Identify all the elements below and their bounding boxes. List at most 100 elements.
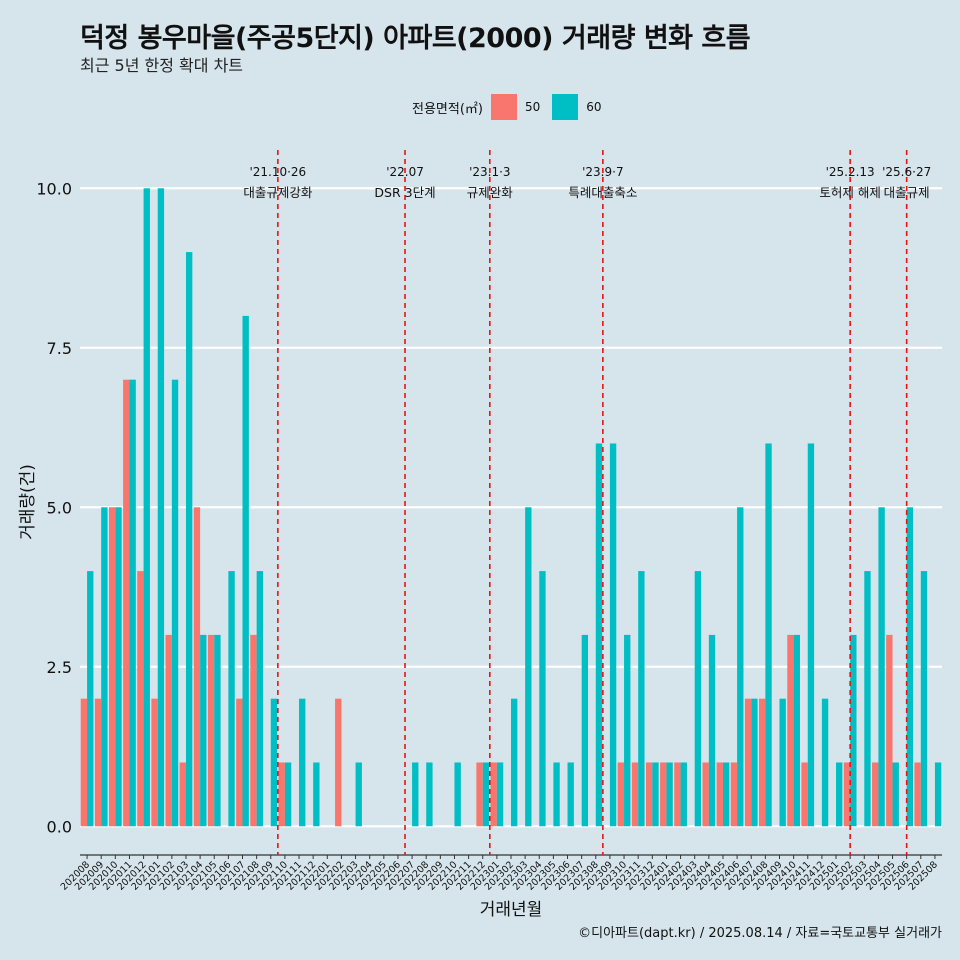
bar-50-202212	[476, 762, 483, 827]
bar-50-202011	[123, 379, 130, 827]
bar-60-202212	[482, 762, 490, 827]
bar-60-202103	[185, 252, 193, 827]
bar-60-202410	[793, 634, 800, 827]
bar-60-202406	[737, 507, 744, 827]
bar-60-202304	[539, 571, 546, 827]
bar-50-202411	[801, 762, 808, 827]
bar-60-202409	[779, 698, 786, 827]
y-tick-label: 2.5	[47, 658, 72, 677]
bar-50-202507	[914, 762, 921, 827]
bar-60-202311	[638, 571, 645, 827]
chart-title: 덕정 봉우마을(주공5단지) 아파트(2000) 거래량 변화 흐름	[80, 23, 751, 54]
y-tick-label: 0.0	[47, 817, 72, 836]
event-name-label: 토허제 해제	[819, 185, 880, 200]
bar-60-202102	[171, 379, 179, 827]
bar-50-202311	[631, 762, 639, 827]
bar-60-202502	[850, 634, 857, 827]
bar-50-202410	[787, 634, 794, 827]
bar-60-202207	[412, 762, 419, 827]
bar-50-202401	[660, 762, 667, 827]
bar-60-202508	[934, 762, 942, 827]
bar-60-202106	[228, 571, 235, 827]
bar-60-202403	[694, 571, 702, 827]
bar-60-202405	[722, 762, 730, 827]
bar-60-202310	[624, 634, 631, 827]
bar-50-202406	[730, 762, 738, 827]
bar-60-202107	[242, 315, 249, 827]
bar-60-202208	[426, 762, 433, 827]
y-tick-label: 7.5	[47, 339, 72, 358]
y-tick-label: 5.0	[47, 498, 72, 517]
bar-60-202302	[511, 698, 518, 827]
bar-50-202310	[617, 762, 625, 827]
legend-label-50: 50	[524, 100, 541, 114]
bar-60-202101	[157, 188, 165, 827]
bar-60-202312	[652, 762, 659, 827]
bar-60-202401	[666, 762, 673, 827]
bar-60-202404	[708, 634, 716, 827]
bar-60-202309	[609, 443, 617, 827]
event-name-label: 대출규제	[884, 185, 930, 200]
bar-50-202505	[886, 634, 893, 827]
legend: 전용면적(㎡) 50 60	[412, 93, 614, 121]
source-caption: ©디아파트(dapt.kr) / 2025.08.14 / 자료=국토교통부 실…	[578, 926, 942, 941]
bar-50-202101	[151, 698, 158, 827]
event-date-label: '23.1·3	[469, 165, 510, 179]
bar-60-202303	[525, 507, 532, 827]
bar-60-202503	[864, 571, 871, 827]
chart-subtitle: 최근 5년 한정 확대 차트	[80, 56, 244, 75]
bar-60-202407	[751, 698, 758, 827]
bar-60-202008	[87, 571, 94, 827]
legend-swatch-60	[552, 94, 579, 120]
bar-60-202507	[920, 571, 928, 827]
bar-60-202402	[680, 762, 687, 827]
bar-50-202404	[702, 762, 709, 827]
bar-50-202312	[645, 762, 653, 827]
bar-60-202011	[129, 379, 136, 827]
event-date-label: '25.6·27	[882, 165, 931, 179]
bar-50-202504	[872, 762, 879, 827]
bar-60-202506	[906, 507, 914, 827]
legend-label-60: 60	[586, 100, 602, 114]
bar-50-202402	[674, 762, 681, 827]
y-axis-title: 거래량(건)	[18, 464, 38, 540]
bar-60-202112	[313, 762, 320, 827]
bar-50-202009	[94, 698, 102, 827]
bar-60-202412	[821, 698, 829, 827]
bar-60-202009	[101, 507, 108, 827]
bar-50-202008	[80, 698, 88, 827]
bar-50-202407	[744, 698, 752, 827]
bar-60-202505	[892, 762, 899, 827]
bar-60-202108	[256, 571, 263, 827]
bar-50-202102	[165, 634, 172, 827]
event-name-label: DSR 3단계	[374, 185, 435, 200]
bar-50-202012	[137, 571, 144, 827]
bar-50-202105	[207, 634, 215, 827]
bar-60-202301	[496, 762, 504, 827]
bar-60-202010	[115, 507, 122, 827]
bar-60-202105	[214, 634, 221, 827]
bar-60-202109	[270, 698, 278, 827]
bar-50-202301	[490, 762, 497, 827]
bar-60-202411	[807, 443, 815, 827]
bar-60-202111	[299, 698, 306, 827]
event-date-label: '21.10·26	[249, 165, 306, 179]
bar-60-202306	[567, 762, 574, 827]
legend-title: 전용면적(㎡)	[412, 101, 483, 117]
bar-60-202104	[200, 634, 207, 827]
bar-60-202501	[836, 762, 843, 827]
bar-50-202405	[716, 762, 723, 827]
bar-50-202010	[108, 507, 116, 827]
bar-60-202307	[581, 634, 589, 827]
event-date-label: '22.07	[386, 165, 424, 179]
bar-50-202104	[193, 507, 201, 827]
bar-60-202408	[765, 443, 772, 827]
bar-60-202012	[143, 188, 150, 827]
y-tick-label: 10.0	[36, 179, 72, 198]
event-name-label: 특례대출축소	[568, 185, 637, 200]
event-name-label: 규제완화	[467, 185, 514, 200]
x-axis-title: 거래년월	[480, 900, 543, 920]
bar-50-202110	[278, 762, 285, 827]
bar-60-202305	[553, 762, 560, 827]
